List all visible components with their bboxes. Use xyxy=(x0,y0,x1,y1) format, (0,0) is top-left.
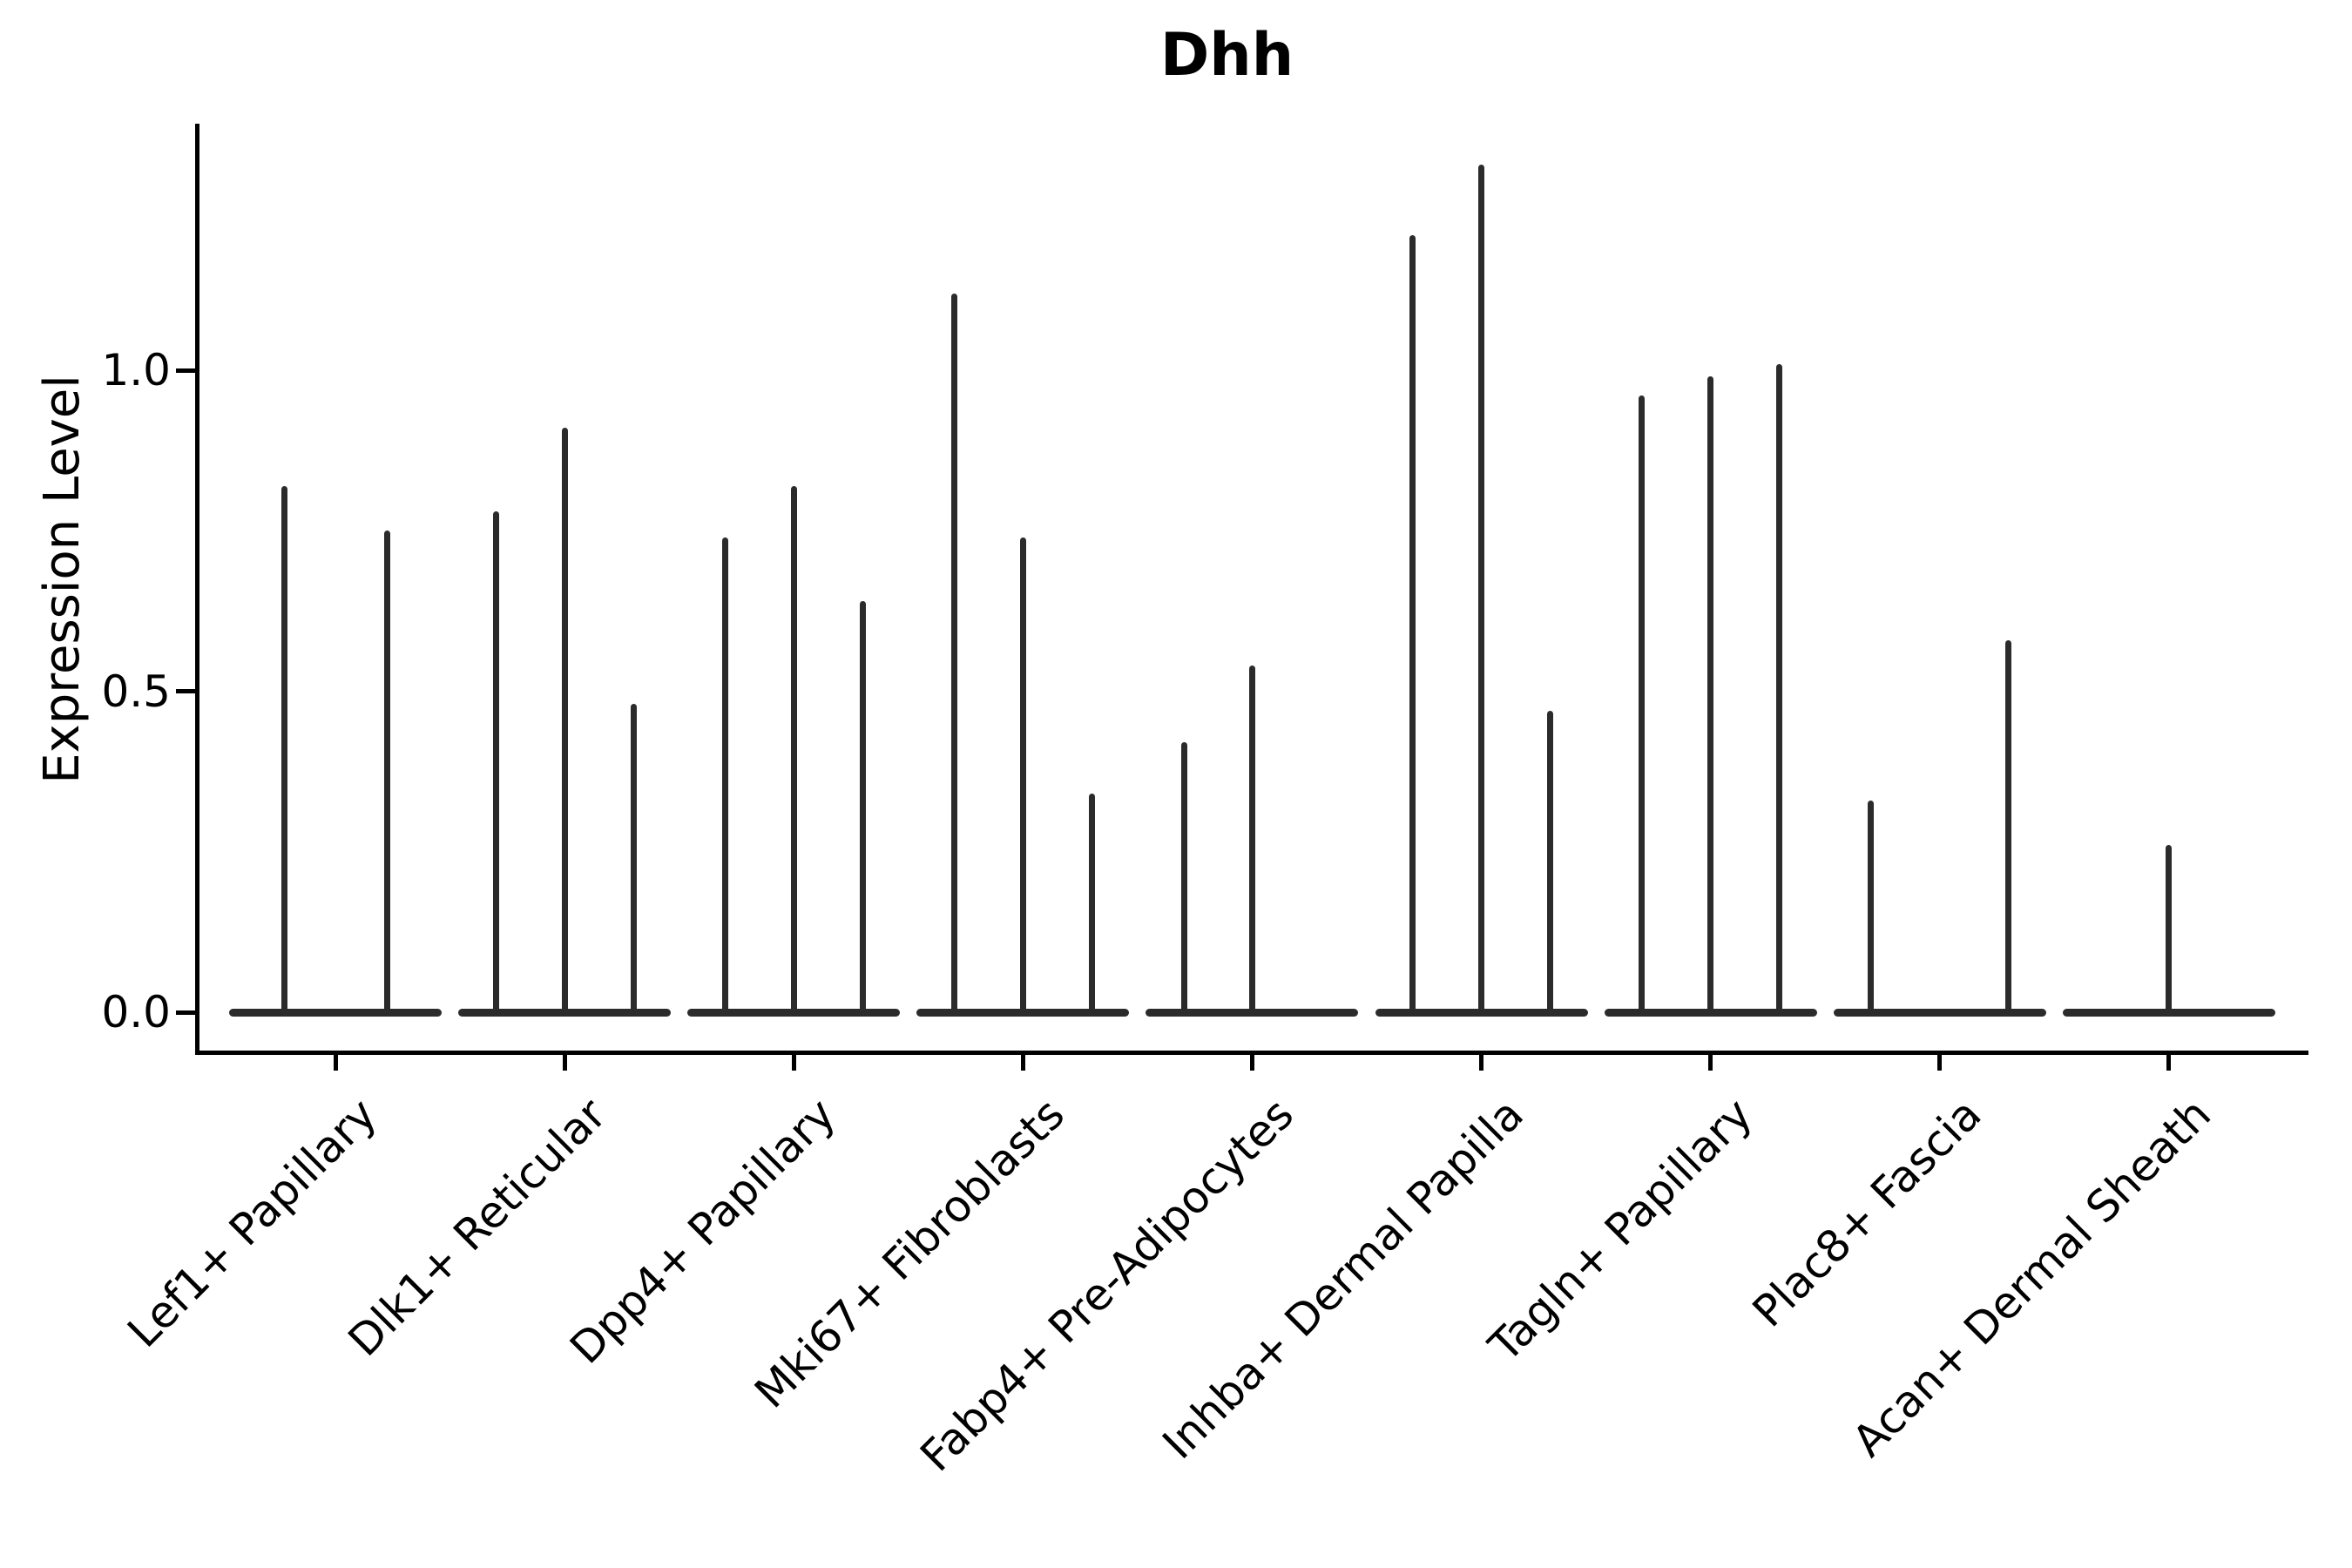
violin-spike xyxy=(383,531,390,1012)
violin-spike xyxy=(280,485,287,1012)
violin-spike xyxy=(2005,639,2012,1012)
violin-spike xyxy=(1639,395,1646,1012)
x-tick-mark xyxy=(791,1055,796,1071)
violin-spike xyxy=(1248,666,1255,1012)
violin-spike xyxy=(1547,710,1553,1012)
x-axis-line xyxy=(195,1051,2308,1055)
violin-baseline xyxy=(687,1009,901,1017)
violin-spike xyxy=(1088,794,1095,1012)
x-tick-label: Fabp4+ Pre-Adipocytes xyxy=(910,1088,1304,1482)
x-tick-mark xyxy=(1249,1055,1254,1071)
y-tick-label: 0.0 xyxy=(101,987,171,1037)
violin-spike xyxy=(790,485,797,1012)
violin-spike xyxy=(561,428,568,1012)
violin-baseline xyxy=(916,1009,1130,1017)
y-tick-mark xyxy=(176,689,195,693)
x-tick-mark xyxy=(1708,1055,1713,1071)
violin-baseline xyxy=(1833,1009,2046,1017)
violin-spike xyxy=(1180,742,1187,1012)
x-tick-mark xyxy=(1479,1055,1484,1071)
violin-spike xyxy=(859,601,866,1012)
violin-baseline xyxy=(1146,1009,1359,1017)
violin-spike xyxy=(721,537,728,1012)
x-tick-label: Lef1+ Papillary xyxy=(118,1088,387,1357)
y-tick-label: 0.5 xyxy=(101,666,171,717)
x-tick-mark xyxy=(562,1055,567,1071)
violin-spike xyxy=(950,293,957,1012)
y-tick-mark xyxy=(176,1010,195,1015)
violin-baseline xyxy=(2062,1009,2275,1017)
x-tick-mark xyxy=(1937,1055,1943,1071)
violin-baseline xyxy=(229,1009,442,1017)
violin-spike xyxy=(1776,363,1783,1012)
violin-spike xyxy=(1478,165,1484,1012)
violin-spike xyxy=(1409,235,1416,1012)
violin-baseline xyxy=(1604,1009,1817,1017)
violin-spike xyxy=(2166,845,2173,1012)
violin-spike xyxy=(630,704,637,1012)
y-tick-mark xyxy=(176,368,195,373)
y-axis-label: Expression Level xyxy=(34,375,91,784)
violin-spike xyxy=(1707,376,1714,1012)
violin-baseline xyxy=(1375,1009,1588,1017)
x-tick-mark xyxy=(333,1055,338,1071)
violin-spike xyxy=(1019,537,1026,1012)
y-tick-label: 1.0 xyxy=(101,345,171,395)
x-tick-mark xyxy=(2166,1055,2172,1071)
x-tick-mark xyxy=(1020,1055,1025,1071)
violin-spike xyxy=(492,511,499,1012)
violin-spike xyxy=(1868,800,1875,1012)
violin-baseline xyxy=(458,1009,672,1017)
y-axis-line xyxy=(195,124,199,1055)
chart-title: Dhh xyxy=(1159,21,1294,90)
x-tick-label: Plac8+ Fascia xyxy=(1742,1088,1991,1337)
